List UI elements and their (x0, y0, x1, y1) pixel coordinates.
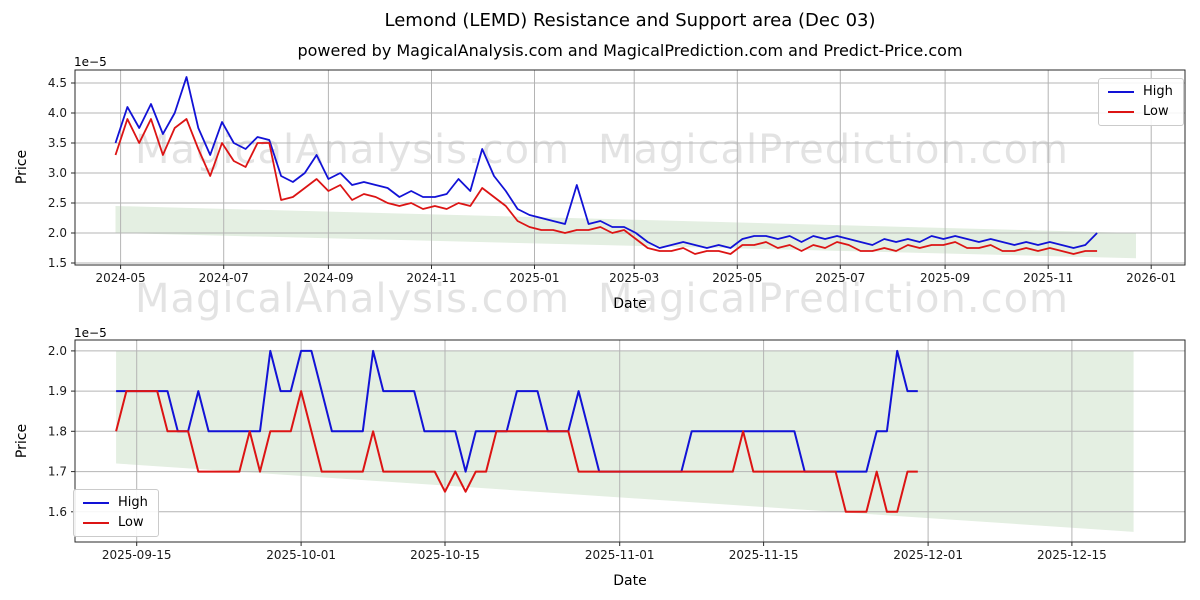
legend-label-low: Low (118, 515, 144, 530)
x-tick-label: 2025-11 (1023, 271, 1073, 285)
low-line (114, 118, 1098, 255)
bottom-chart-legend: High Low (73, 489, 159, 537)
low-line-swatch (83, 521, 109, 524)
top-chart-ylabel: Price (14, 149, 30, 185)
y-tick-label: 2.0 (48, 226, 67, 240)
legend-item-high: High (1108, 84, 1173, 99)
watermark-analysis-row2: MagicalAnalysis.com (135, 276, 571, 322)
y-tick-label: 2.5 (48, 196, 67, 210)
x-tick-label: 2025-12-01 (893, 548, 963, 562)
y-tick-label: 1.7 (48, 465, 67, 479)
support-area (116, 350, 1134, 532)
x-tick-label: 2025-07 (815, 271, 865, 285)
y-tick-label: 3.5 (48, 136, 67, 150)
legend-item-low: Low (1108, 104, 1173, 119)
y-tick-label: 1.5 (48, 256, 67, 270)
high-line-swatch (1108, 90, 1134, 93)
figure-title: Lemond (LEMD) Resistance and Support are… (384, 10, 876, 31)
x-tick-label: 2025-01 (509, 271, 559, 285)
x-tick-label: 2025-05 (712, 271, 762, 285)
watermark-prediction-row1: MagicalPrediction.com (598, 127, 1069, 173)
high-line-swatch (83, 501, 109, 504)
low-line-swatch (1108, 110, 1134, 113)
x-tick-label: 2025-12-15 (1037, 548, 1107, 562)
x-tick-label: 2024-05 (96, 271, 146, 285)
y-tick-label: 3.0 (48, 166, 67, 180)
y-tick-label: 4.0 (48, 106, 67, 120)
axes-frame (74, 339, 1186, 543)
bottom-chart-xlabel: Date (613, 573, 647, 589)
top-chart-xlabel: Date (613, 296, 647, 312)
chart-full-history: 2024-05 2024-07 2024-09 2024-11 2025-01 2025-… (48, 69, 1186, 285)
legend-label-high: High (118, 495, 148, 510)
x-tick-label: 2025-11-15 (729, 548, 799, 562)
x-tick-label: 2024-11 (406, 271, 456, 285)
x-tick-label: 2025-03 (609, 271, 659, 285)
x-tick-label: 2025-10-01 (266, 548, 336, 562)
legend-item-low: Low (83, 515, 148, 530)
x-tick-label: 2024-07 (199, 271, 249, 285)
y-tick-label: 4.5 (48, 76, 67, 90)
legend-label-high: High (1143, 84, 1173, 99)
x-tick-label: 2026-01 (1126, 271, 1176, 285)
legend-item-high: High (83, 495, 148, 510)
watermark-prediction-row2: MagicalPrediction.com (598, 276, 1069, 322)
x-tick-label: 2025-09-15 (102, 548, 172, 562)
bottom-chart-ylabel: Price (14, 423, 30, 459)
legend-label-low: Low (1143, 104, 1169, 119)
bottom-chart-offset-label: 1e−5 (74, 326, 107, 340)
low-line (115, 390, 918, 513)
x-tick-label: 2024-09 (303, 271, 353, 285)
x-tick-label: 2025-11-01 (585, 548, 655, 562)
chart-recent-zoom: 2025-09-15 2025-10-01 2025-10-15 2025-11-01… (48, 339, 1186, 562)
high-line (114, 76, 1098, 249)
figure-subtitle: powered by MagicalAnalysis.com and Magic… (297, 41, 963, 60)
x-tick-label: 2025-09 (920, 271, 970, 285)
y-tick-label: 1.6 (48, 505, 67, 519)
y-tick-label: 1.9 (48, 384, 67, 398)
top-chart-legend: High Low (1098, 78, 1184, 126)
top-chart-offset-label: 1e−5 (74, 55, 107, 69)
axes-frame (74, 69, 1186, 266)
y-tick-label: 2.0 (48, 344, 67, 358)
y-tick-label: 1.8 (48, 424, 67, 438)
x-tick-label: 2025-10-15 (410, 548, 480, 562)
